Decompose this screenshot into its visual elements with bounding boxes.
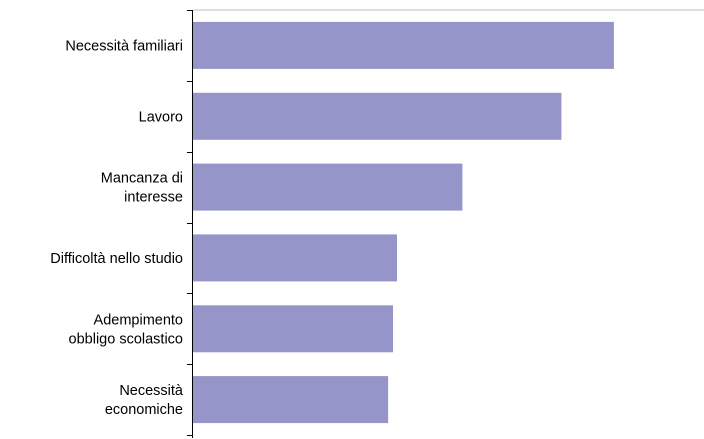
category-label-2: Mancanza di interesse	[101, 171, 183, 206]
bars	[193, 21, 614, 424]
category-labels: Necessità familiari Lavoro Mancanza di inte…	[50, 38, 184, 418]
bar-3	[193, 234, 397, 282]
bar-1	[193, 92, 562, 140]
bar-0	[193, 21, 614, 69]
category-label-1: Lavoro	[139, 109, 183, 125]
category-label-0: Necessità familiari	[65, 38, 183, 54]
category-axis	[187, 9, 704, 438]
category-label-3: Difficoltà nello studio	[50, 251, 183, 267]
bar-4	[193, 305, 393, 353]
category-label-4: Adempimento obbligo scolastico	[69, 312, 183, 347]
category-label-5: Necessità economiche	[105, 383, 184, 418]
bar-5	[193, 376, 389, 424]
bar-2	[193, 163, 463, 211]
